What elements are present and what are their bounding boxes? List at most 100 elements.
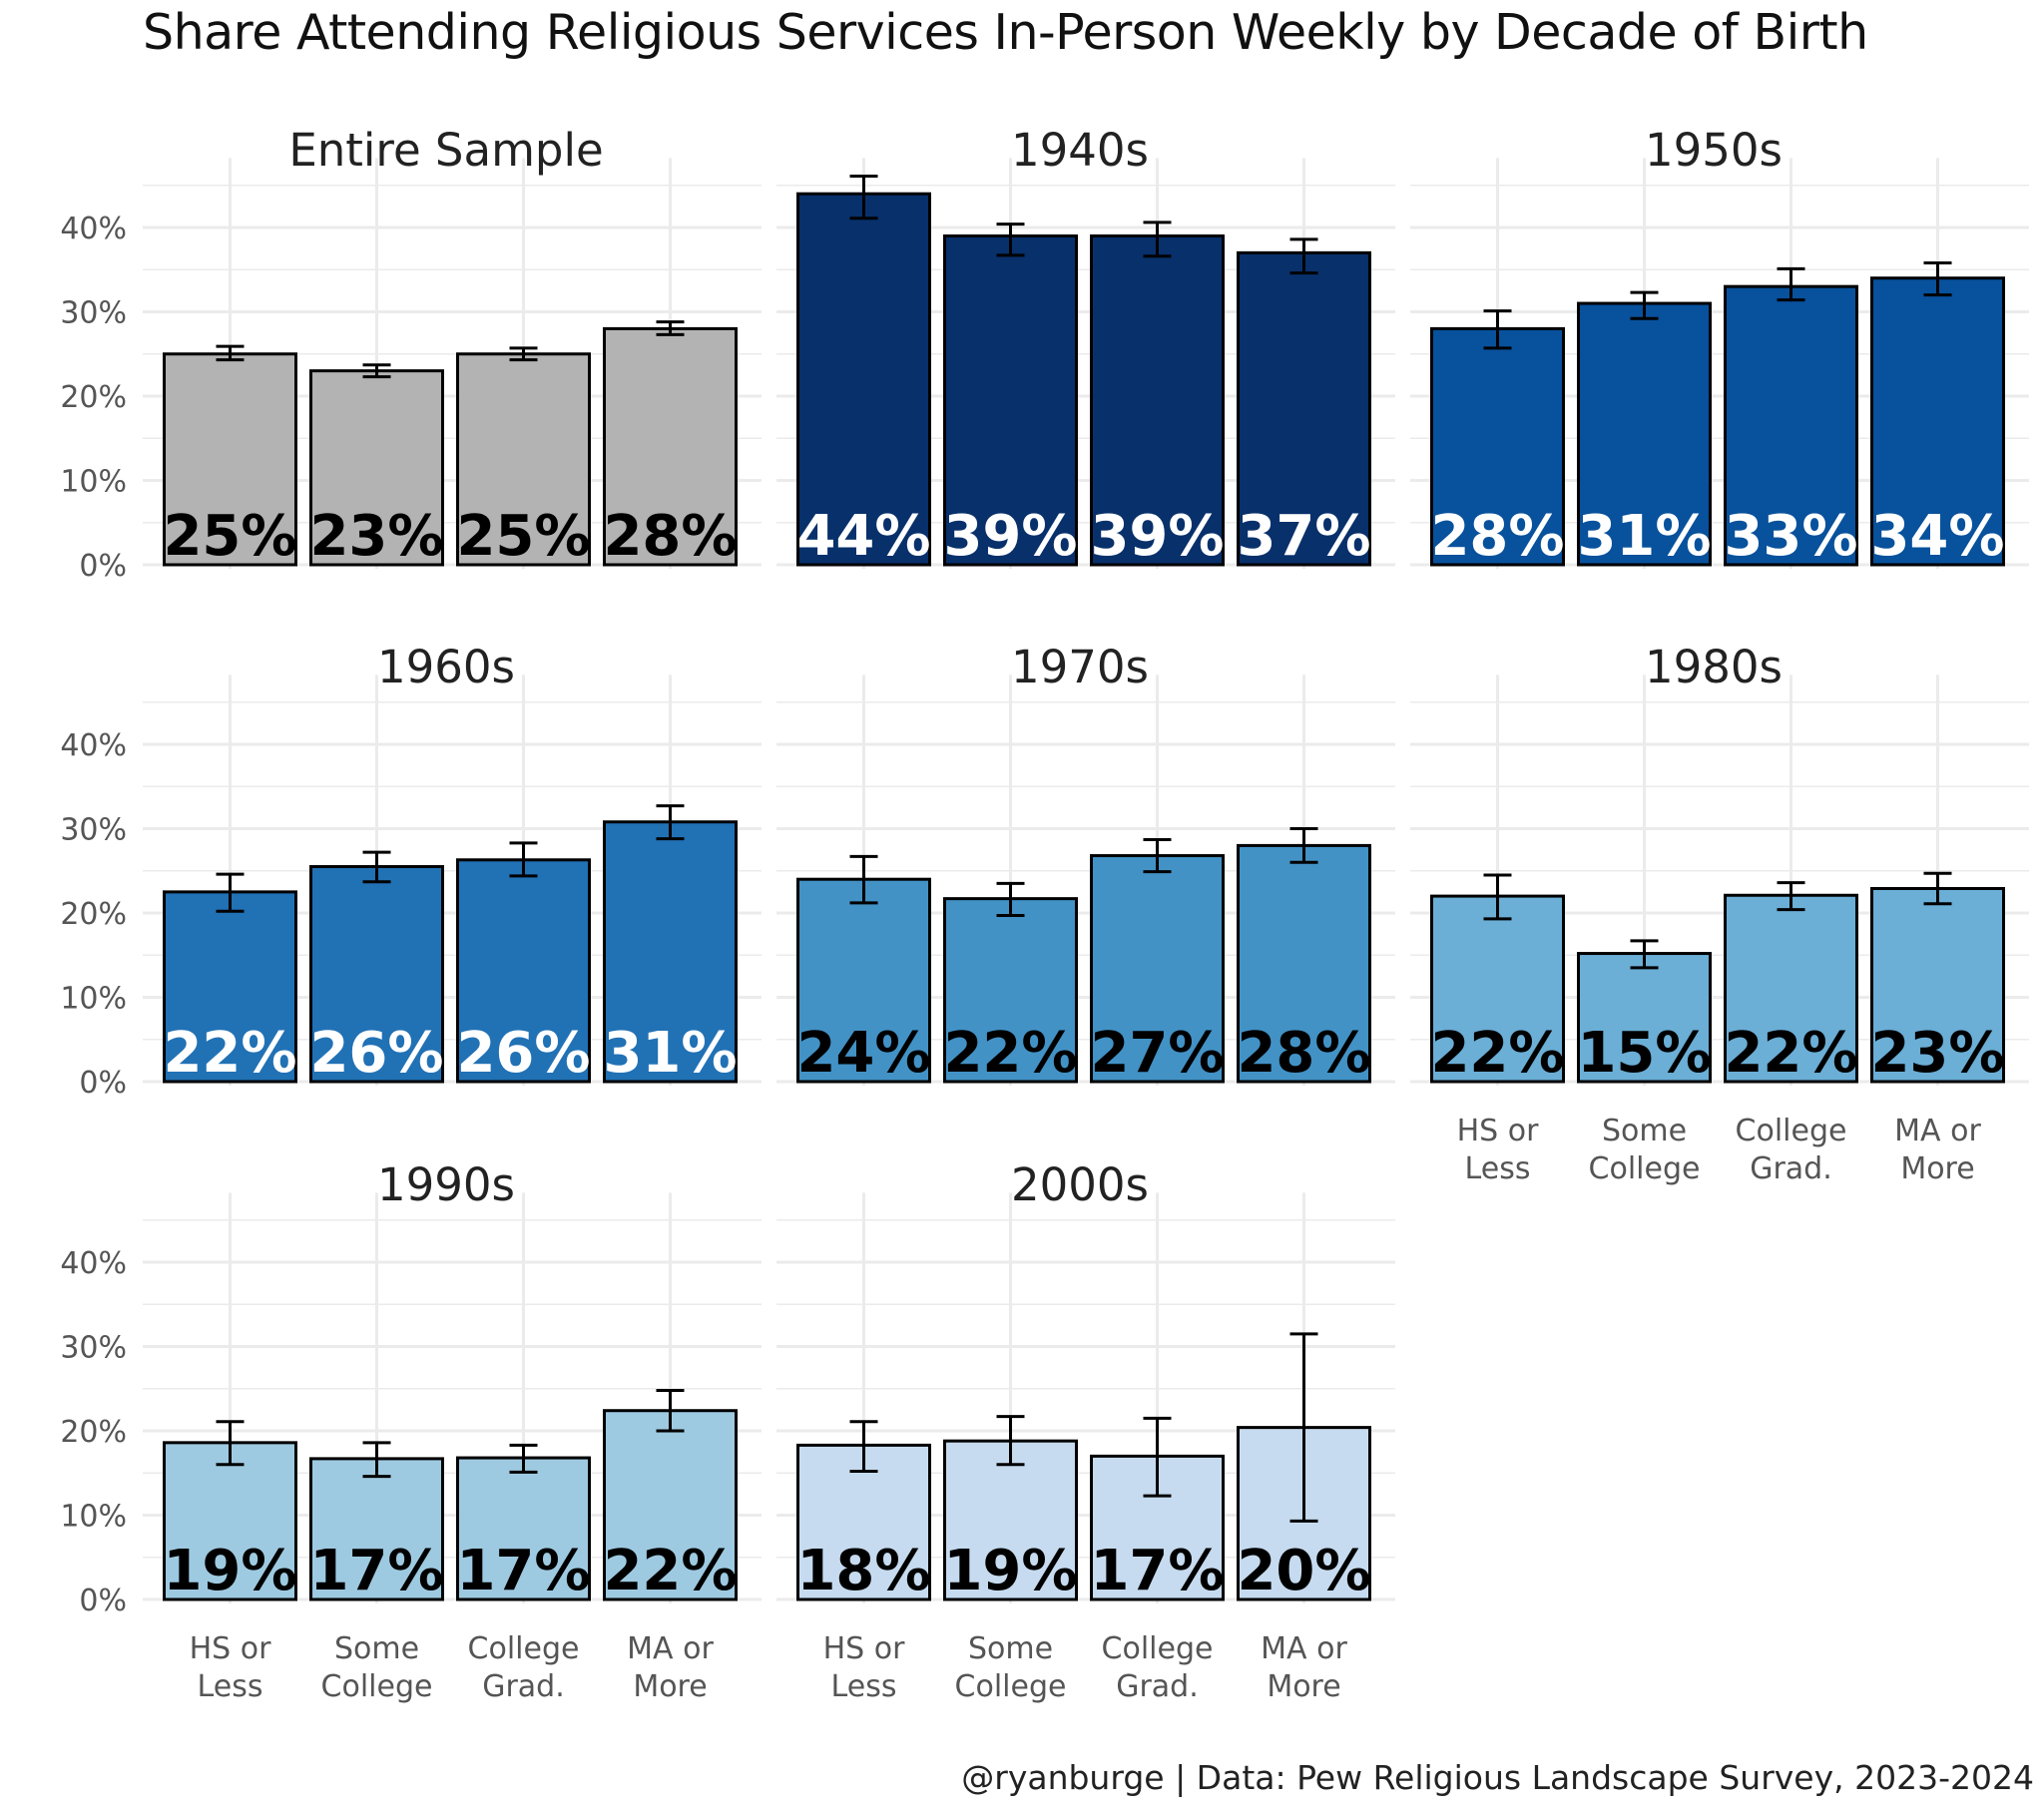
bar — [1090, 854, 1225, 1084]
data-label: 22% — [163, 1021, 296, 1086]
error-bar — [1777, 266, 1805, 302]
bar — [1724, 893, 1858, 1084]
x-tick-label: Some — [968, 1631, 1053, 1666]
chart-title: Share Attending Religious Services In-Pe… — [143, 4, 1868, 61]
error-bar — [1630, 290, 1659, 320]
data-label: 33% — [1724, 504, 1857, 569]
bar — [1870, 886, 2005, 1084]
error-bar — [216, 872, 245, 913]
bar — [1724, 284, 1858, 567]
y-tick-label: 10% — [60, 465, 127, 500]
data-label: 26% — [309, 1021, 443, 1086]
x-tick-label: MA or — [1261, 1631, 1347, 1666]
data-label: 24% — [796, 1021, 930, 1086]
error-bar — [996, 223, 1025, 257]
bar — [309, 369, 444, 567]
x-tick-label: HS or — [823, 1631, 905, 1666]
y-tick-label: 10% — [60, 982, 127, 1017]
facet-title: 1980s — [1645, 641, 1783, 693]
x-tick-label: College — [321, 1669, 433, 1704]
error-bar — [509, 346, 538, 362]
y-tick-label: 30% — [60, 1331, 127, 1366]
y-tick-label: 40% — [60, 728, 127, 763]
data-label: 31% — [1577, 504, 1711, 569]
data-label: 39% — [1090, 504, 1224, 569]
y-tick-label: 0% — [79, 1584, 127, 1618]
error-bar — [1143, 1416, 1172, 1498]
bar — [456, 352, 591, 567]
facet-title: 1950s — [1645, 124, 1783, 177]
error-bar — [849, 174, 878, 221]
error-bar — [362, 850, 391, 884]
x-tick-label: Less — [1465, 1151, 1531, 1186]
facet-title: 1940s — [1011, 124, 1149, 177]
x-tick-label: More — [1267, 1669, 1340, 1704]
data-label: 17% — [309, 1539, 443, 1603]
error-bar — [1630, 939, 1659, 970]
x-tick-label: More — [633, 1669, 707, 1704]
y-tick-label: 40% — [60, 212, 127, 246]
data-label: 20% — [1237, 1539, 1370, 1603]
bar — [943, 897, 1078, 1084]
data-label: 22% — [1430, 1021, 1564, 1086]
data-label: 22% — [943, 1021, 1077, 1086]
data-label: 31% — [603, 1021, 737, 1086]
y-tick-label: 0% — [79, 549, 127, 584]
x-tick-label: Grad. — [482, 1669, 565, 1704]
error-bar — [1289, 1332, 1318, 1523]
bar — [1430, 894, 1565, 1084]
bar — [1870, 276, 2005, 567]
data-label: 27% — [1090, 1021, 1224, 1086]
error-bar — [656, 320, 685, 336]
error-bar — [509, 1443, 538, 1474]
data-label: 44% — [796, 504, 930, 569]
x-tick-label: Some — [334, 1631, 419, 1666]
error-bar — [1289, 827, 1318, 864]
bar — [1237, 843, 1371, 1084]
x-tick-label: MA or — [1894, 1114, 1981, 1148]
error-bar — [996, 1415, 1025, 1467]
error-bar — [1483, 309, 1512, 350]
y-tick-label: 20% — [60, 1415, 127, 1450]
data-label: 26% — [456, 1021, 590, 1086]
x-tick-label: HS or — [1457, 1114, 1539, 1148]
y-tick-label: 40% — [60, 1246, 127, 1281]
x-tick-label: MA or — [627, 1631, 714, 1666]
chart-caption: @ryanburge | Data: Pew Religious Landsca… — [961, 1758, 2034, 1797]
error-bar — [216, 1420, 245, 1467]
error-bar — [216, 344, 245, 362]
bar — [1577, 952, 1712, 1084]
data-label: 34% — [1870, 504, 2004, 569]
error-bar — [656, 804, 685, 841]
data-label: 28% — [1430, 504, 1564, 569]
bar — [1237, 250, 1371, 567]
error-bar — [1483, 873, 1512, 921]
error-bar — [362, 363, 391, 379]
data-label: 28% — [603, 504, 737, 569]
data-label: 18% — [796, 1539, 930, 1603]
x-tick-label: Less — [831, 1669, 897, 1704]
data-label: 25% — [456, 504, 590, 569]
error-bar — [509, 841, 538, 878]
bar — [309, 1457, 444, 1601]
data-label: 19% — [163, 1539, 296, 1603]
x-tick-label: Grad. — [1750, 1151, 1832, 1186]
facet-title: 1990s — [377, 1158, 515, 1211]
data-label: 37% — [1237, 504, 1370, 569]
bar — [163, 890, 297, 1084]
x-tick-label: More — [1900, 1151, 1974, 1186]
bar — [943, 1439, 1078, 1601]
bar — [603, 1409, 738, 1601]
error-bar — [849, 1420, 878, 1474]
bar — [456, 858, 591, 1084]
facet-panel: 1970s 24% 22% 27% 28% — [776, 641, 1395, 1086]
bar — [943, 233, 1078, 567]
error-bar — [1289, 237, 1318, 275]
x-tick-label: Some — [1602, 1114, 1687, 1148]
bar — [796, 877, 931, 1084]
